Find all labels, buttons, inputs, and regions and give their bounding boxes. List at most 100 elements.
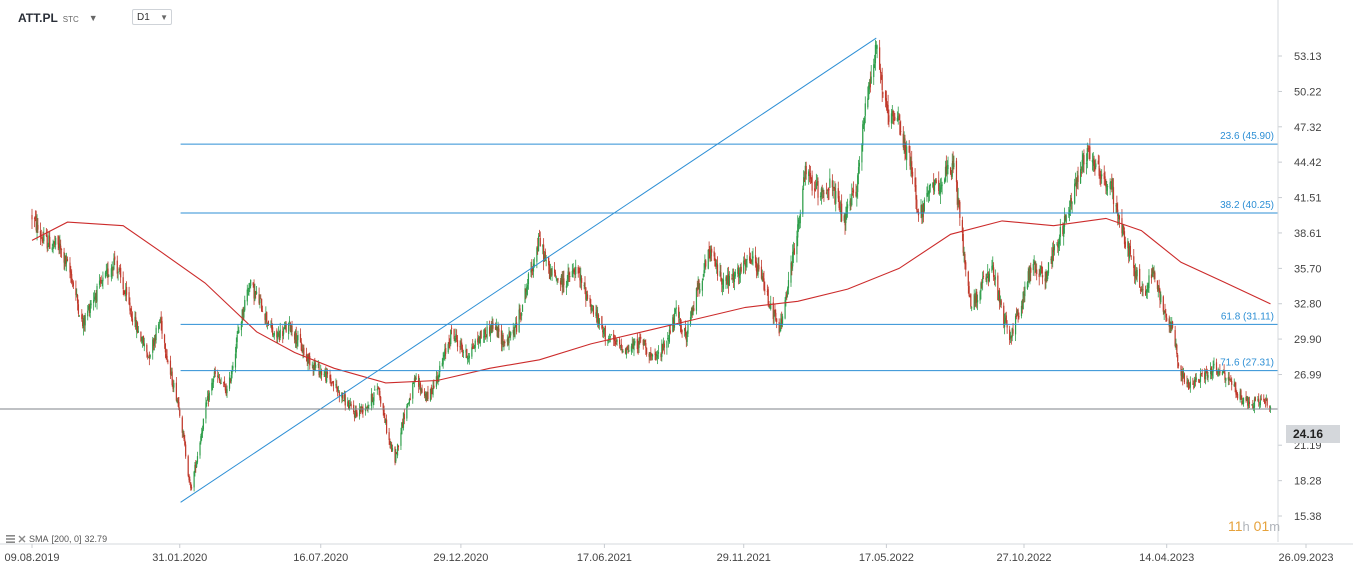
candle xyxy=(844,213,846,235)
candle xyxy=(181,415,183,439)
candle xyxy=(415,373,417,380)
candle xyxy=(147,356,150,358)
timer-hours-unit: h xyxy=(1242,519,1250,534)
candle xyxy=(1142,283,1144,297)
candle xyxy=(940,177,942,193)
candle xyxy=(1252,399,1254,409)
current-price-badge: 24.16 xyxy=(1286,425,1340,443)
candle xyxy=(466,348,468,359)
candle xyxy=(1065,214,1067,224)
candle xyxy=(78,314,80,317)
candle xyxy=(1079,161,1082,184)
candle xyxy=(320,364,322,379)
candle xyxy=(840,200,842,222)
candle xyxy=(1029,265,1031,285)
candle xyxy=(1056,242,1058,246)
candle xyxy=(35,210,37,233)
candle xyxy=(756,263,758,276)
candle xyxy=(291,320,293,337)
candle xyxy=(825,182,828,195)
candle xyxy=(956,180,958,211)
candle xyxy=(1077,166,1079,190)
candle xyxy=(1163,310,1165,320)
candle xyxy=(808,164,811,183)
candle xyxy=(63,247,65,270)
candle xyxy=(1052,240,1055,261)
candle xyxy=(460,337,462,350)
trend-line[interactable] xyxy=(180,37,877,503)
candle xyxy=(93,290,96,302)
candle xyxy=(141,336,143,344)
candle xyxy=(715,258,717,270)
timeframe-select[interactable]: D1 ▼ xyxy=(132,9,172,25)
candle xyxy=(792,244,794,271)
chevron-down-icon[interactable]: ▼ xyxy=(88,13,98,23)
candle xyxy=(631,336,633,353)
candle xyxy=(1205,365,1207,374)
x-tick-label-6: 17.05.2022 xyxy=(859,552,914,564)
candle xyxy=(829,168,831,188)
close-icon[interactable] xyxy=(18,535,26,543)
candle xyxy=(82,315,85,336)
candle xyxy=(928,190,930,203)
candle xyxy=(636,332,638,354)
candle xyxy=(757,257,759,279)
candle xyxy=(828,187,830,200)
candle xyxy=(285,321,287,333)
candle xyxy=(137,325,139,333)
candle xyxy=(354,405,356,419)
candle xyxy=(565,281,568,296)
candle xyxy=(408,397,410,407)
candle xyxy=(1221,370,1224,376)
candle xyxy=(644,340,646,346)
candle xyxy=(839,201,841,212)
candle xyxy=(289,321,291,333)
candle xyxy=(277,326,280,338)
candle xyxy=(370,388,372,411)
candle xyxy=(498,323,500,339)
candle xyxy=(1152,267,1154,278)
menu-icon[interactable] xyxy=(6,535,15,543)
candle xyxy=(510,331,512,341)
candle xyxy=(33,216,36,228)
candle xyxy=(447,342,449,354)
candle xyxy=(678,304,680,323)
candle xyxy=(625,347,627,359)
candle xyxy=(76,288,78,298)
candle xyxy=(632,338,634,350)
candle xyxy=(41,236,43,247)
symbol-selector[interactable]: ATT.PL STC ▼ xyxy=(18,9,98,27)
candle xyxy=(1129,239,1131,257)
candle xyxy=(402,412,405,431)
candle xyxy=(240,321,242,337)
candle xyxy=(1136,267,1138,283)
x-axis[interactable]: 09.08.2019 31.01.2020 16.07.2020 29.12.2020… xyxy=(0,543,1353,564)
candle xyxy=(1026,281,1028,290)
candle xyxy=(1075,177,1077,197)
candle xyxy=(1204,369,1207,385)
candle xyxy=(313,359,315,376)
chevron-down-icon[interactable]: ▼ xyxy=(160,12,168,22)
candle xyxy=(841,194,843,223)
candle xyxy=(1080,166,1083,177)
candle xyxy=(697,276,699,290)
candle xyxy=(52,239,54,254)
candle xyxy=(1234,381,1236,393)
trend-line-segment[interactable] xyxy=(180,37,877,503)
candle xyxy=(909,145,911,170)
candle xyxy=(568,267,570,282)
candle xyxy=(1217,367,1219,377)
candle xyxy=(914,168,916,192)
y-tick-label-4: 41.51 xyxy=(1294,193,1322,205)
candle xyxy=(548,257,550,274)
candle xyxy=(903,131,905,154)
symbol-name[interactable]: ATT.PL xyxy=(18,11,58,25)
indicator-legend[interactable]: SMA [200, 0] 32.79 xyxy=(6,534,107,544)
candle xyxy=(566,274,568,288)
candle xyxy=(223,376,226,388)
y-axis[interactable]: 53.13 50.22 47.32 44.42 41.51 38.61 35.70 32.80… xyxy=(1277,0,1322,542)
candle xyxy=(950,169,953,181)
candle xyxy=(496,326,498,338)
candle xyxy=(1154,270,1156,283)
